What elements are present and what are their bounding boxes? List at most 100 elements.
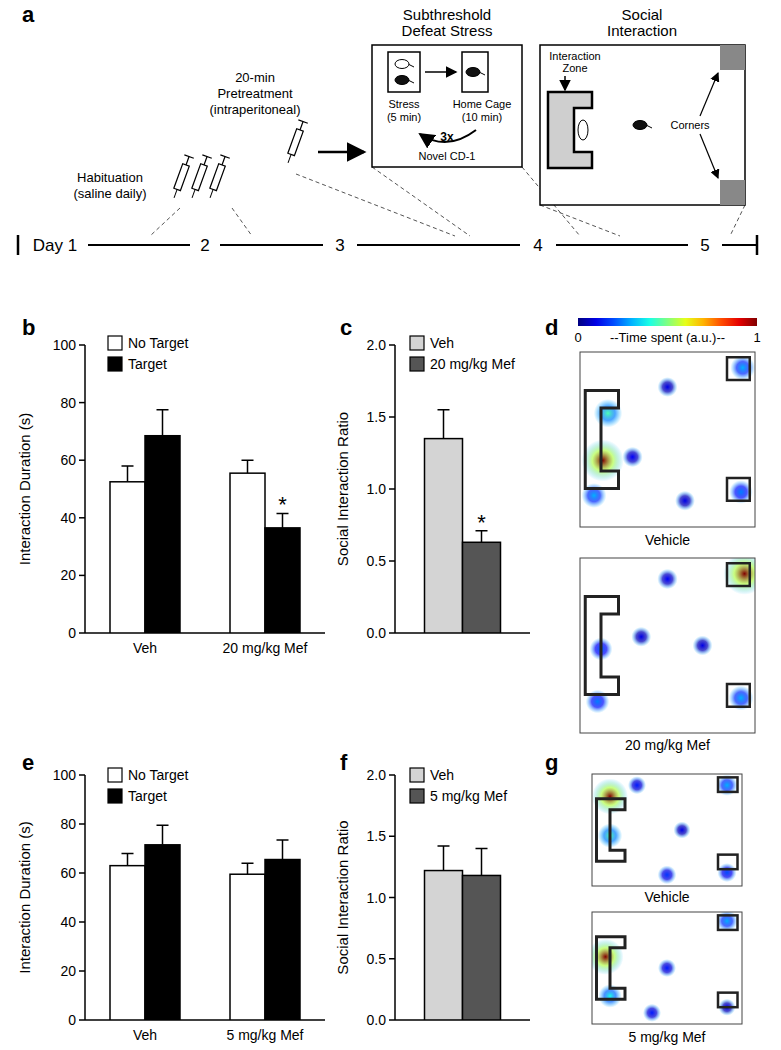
hotspot (675, 491, 695, 511)
schematic-text: Interaction (607, 22, 677, 39)
schematic-text: (intraperitoneal) (209, 102, 300, 117)
error-bar (122, 466, 134, 482)
y-axis (84, 775, 86, 1020)
schematic-text: Zone (562, 62, 587, 74)
plot-area (110, 825, 300, 1020)
bar (145, 436, 180, 633)
connector (372, 167, 470, 236)
y-tick (79, 970, 85, 972)
heatmap-panel: gVehicle5 mg/kg Mef (545, 750, 742, 1045)
mouse (395, 60, 409, 69)
error-bar (157, 410, 169, 436)
y-tick (389, 958, 395, 960)
y-tick (79, 872, 85, 874)
syringe (169, 155, 193, 200)
syringe-plunger (222, 157, 225, 165)
corner (718, 993, 738, 1008)
y-tick-label: 100 (53, 337, 77, 353)
schematic-text: Subthreshold (403, 6, 491, 23)
timeline (556, 244, 688, 246)
timeline-label: 3 (335, 236, 344, 255)
arena-bg (592, 774, 742, 886)
syringe (283, 120, 307, 165)
schematic-text: Home Cage (453, 98, 512, 110)
schematic-text: (10 min) (462, 111, 502, 123)
y-tick (389, 560, 395, 562)
cage (462, 52, 488, 92)
connector (232, 208, 252, 236)
colorbar-tick-label: 0 (574, 330, 581, 345)
schematic-text: (5 min) (387, 111, 421, 123)
y-tick (79, 774, 85, 776)
schematic-text: (saline daily) (74, 186, 147, 201)
arrow (318, 151, 364, 154)
defeat-box (372, 45, 522, 167)
heatmap (586, 558, 755, 713)
syringe-plunger (204, 157, 207, 165)
connector (150, 208, 180, 236)
hotspot (628, 776, 646, 794)
arrow (700, 73, 718, 116)
heatmap (592, 775, 738, 885)
bar (230, 473, 265, 633)
panel-label: c (340, 315, 352, 340)
bar-chart: b020406080100Interaction Duration (s)Veh… (16, 315, 325, 656)
error-bar (277, 840, 289, 860)
legend-label: 20 mg/kg Mef (430, 356, 515, 372)
arrow (425, 71, 456, 73)
y-axis-label: Interaction Duration (s) (16, 413, 33, 566)
cage (388, 52, 420, 92)
panel-label: e (22, 750, 34, 775)
legend-swatch (108, 768, 122, 782)
arrow (564, 76, 566, 90)
syringe-barrel (288, 129, 303, 156)
y-tick (79, 921, 85, 923)
timeline-end (17, 235, 20, 255)
y-tick-label: 1.0 (367, 890, 387, 906)
arena-title: Vehicle (644, 889, 689, 905)
schematic-text: Corners (670, 119, 710, 131)
arena (580, 558, 755, 733)
y-tick-label: 40 (60, 914, 76, 930)
bar (265, 528, 300, 633)
bar (425, 439, 463, 633)
mouse (466, 68, 480, 77)
syringe-needle (288, 154, 291, 162)
y-tick-label: 100 (53, 767, 77, 783)
legend-swatch (410, 357, 424, 371)
hotspot (724, 558, 756, 595)
y-tick (79, 344, 85, 346)
timeline (722, 244, 757, 246)
schematic-text: 3x (440, 130, 454, 144)
syringe-barrel (210, 164, 225, 191)
arena (580, 352, 755, 527)
hotspot (693, 636, 713, 656)
error-bar (438, 410, 450, 439)
hotspot (622, 447, 642, 467)
legend-swatch (108, 789, 122, 803)
y-axis-label: Interaction Duration (s) (16, 821, 33, 974)
panel-label: d (545, 315, 558, 340)
heatmap (582, 355, 755, 510)
x-tick-label: Veh (133, 1027, 157, 1043)
y-tick-label: 0.0 (367, 1012, 387, 1028)
legend-swatch (410, 768, 424, 782)
heatmap (592, 912, 738, 1022)
timeline-end (756, 235, 759, 255)
timeline (357, 244, 520, 246)
y-tick-label: 60 (60, 452, 76, 468)
timeline (220, 244, 323, 246)
y-tick-label: 0 (68, 625, 76, 641)
arena (592, 774, 742, 886)
schematic-text: Stress (388, 98, 420, 110)
y-tick (79, 823, 85, 825)
y-tick-label: 60 (60, 865, 76, 881)
y-tick-label: 20 (60, 567, 76, 583)
plot-area (425, 410, 501, 633)
colorbar: 01--Time spent (a.u.)-- (574, 318, 760, 345)
corner (727, 563, 750, 586)
y-tick-label: 20 (60, 963, 76, 979)
hotspot (658, 377, 678, 397)
y-tick-label: 0.5 (367, 553, 387, 569)
schematic-text: Novel CD-1 (419, 150, 476, 162)
